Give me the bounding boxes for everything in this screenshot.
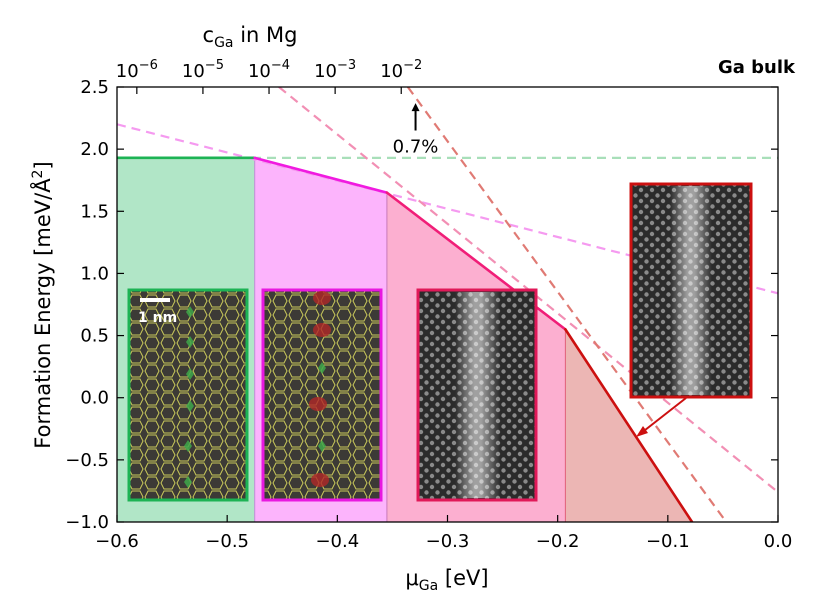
y-tick-label: 2.0	[80, 139, 109, 160]
inset-image-red	[629, 182, 753, 399]
y-tick-label: −0.5	[65, 450, 109, 471]
top-tick-label: 10−3	[314, 58, 356, 82]
x-tick-label: −0.3	[426, 531, 470, 552]
top-tick-label: 10−2	[380, 58, 422, 82]
hull-segment-4	[564, 328, 694, 522]
hull-segment-2	[253, 156, 389, 194]
inset-image-magenta	[261, 288, 383, 502]
y-tick-label: −1.0	[65, 512, 109, 533]
top-tick-label: 10−6	[116, 58, 158, 82]
inset-image-pink	[416, 288, 538, 502]
inset-pointer-arrowhead	[636, 426, 648, 437]
top-tick-label: 10−4	[248, 58, 290, 82]
y-tick-label: 2.5	[80, 77, 109, 98]
x-tick-label: 0.0	[764, 531, 793, 552]
dashed-line-magenta	[117, 123, 778, 295]
x-tick-label: −0.6	[95, 531, 139, 552]
annotation-label: 0.7%	[393, 137, 439, 158]
annotation-arrowhead	[411, 103, 420, 112]
scale-bar	[140, 298, 170, 302]
top-tick-label: 10−5	[182, 58, 224, 82]
x-tick-label: −0.1	[646, 531, 690, 552]
y-tick-label: 1.5	[80, 201, 109, 222]
scale-bar-label: 1 nm	[138, 310, 177, 326]
y-axis-label: Formation Energy [meV/Å2]	[29, 161, 55, 448]
ga-bulk-label: Ga bulk	[718, 57, 796, 78]
y-tick-label: 0.5	[80, 326, 109, 347]
x-tick-label: −0.5	[205, 531, 249, 552]
x-axis-label: μGa [eV]	[405, 566, 488, 594]
x-tick-label: −0.2	[536, 531, 580, 552]
y-tick-label: 0.0	[80, 388, 109, 409]
inset-image-green: 1 nm	[127, 288, 249, 502]
y-tick-label: 1.0	[80, 263, 109, 284]
x-tick-label: −0.4	[315, 531, 359, 552]
top-axis-label: cGa in Mg	[203, 23, 298, 51]
inset-pointer-line	[639, 397, 687, 435]
